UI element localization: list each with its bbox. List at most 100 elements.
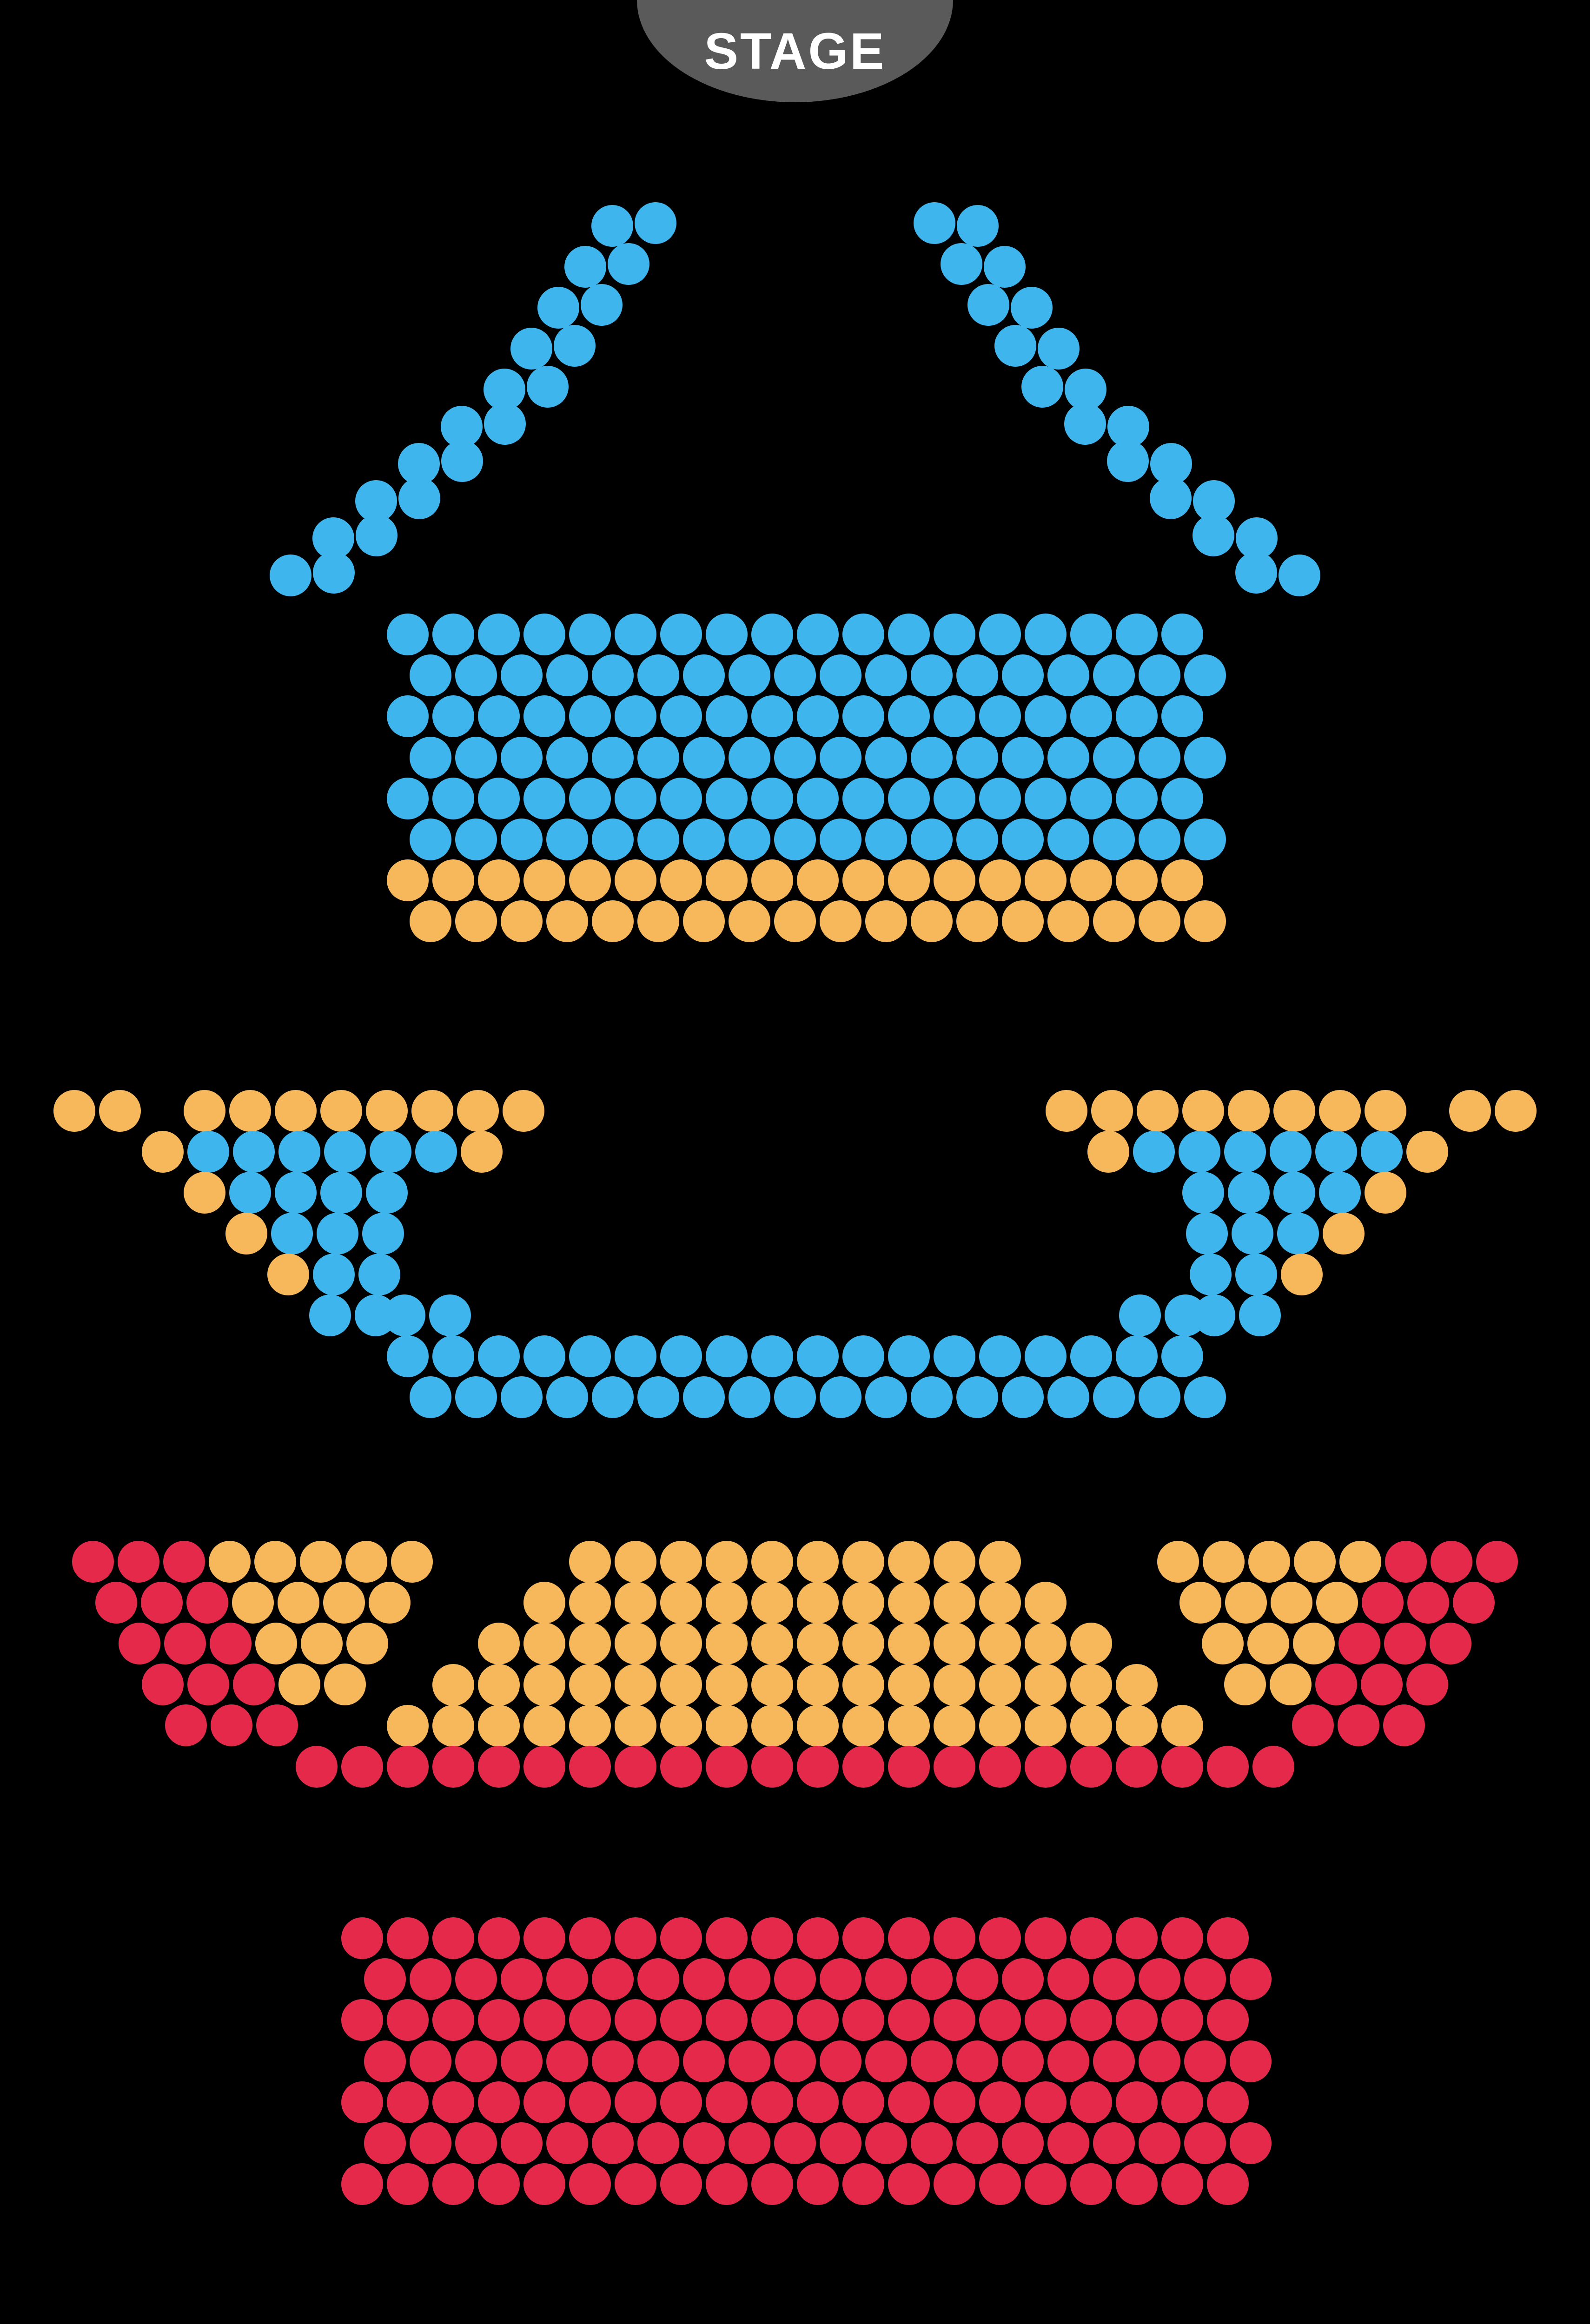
- seat[interactable]: [1002, 819, 1044, 860]
- seat[interactable]: [142, 1131, 184, 1173]
- seat[interactable]: [187, 1664, 229, 1705]
- seat[interactable]: [934, 1746, 975, 1788]
- seat[interactable]: [911, 2040, 953, 2082]
- seat[interactable]: [660, 2163, 702, 2205]
- seat[interactable]: [278, 1131, 320, 1173]
- seat[interactable]: [164, 1623, 206, 1664]
- seat[interactable]: [1203, 1541, 1245, 1583]
- seat[interactable]: [865, 737, 907, 779]
- seat[interactable]: [1365, 1172, 1406, 1214]
- seat[interactable]: [1116, 778, 1158, 819]
- seat[interactable]: [1070, 2163, 1112, 2205]
- seat[interactable]: [232, 1582, 274, 1624]
- seat[interactable]: [888, 1999, 930, 2041]
- seat[interactable]: [99, 1090, 141, 1132]
- seat[interactable]: [455, 2040, 497, 2082]
- seat[interactable]: [501, 737, 543, 779]
- seat[interactable]: [1070, 1705, 1112, 1747]
- seat[interactable]: [774, 654, 816, 696]
- seat[interactable]: [441, 440, 483, 482]
- seat[interactable]: [637, 819, 679, 860]
- seat[interactable]: [523, 1999, 565, 2041]
- seat[interactable]: [842, 1999, 884, 2041]
- seat[interactable]: [660, 695, 702, 737]
- seat[interactable]: [729, 2122, 770, 2164]
- seat[interactable]: [581, 284, 623, 326]
- seat[interactable]: [1116, 2163, 1158, 2205]
- seat[interactable]: [615, 1705, 656, 1747]
- seat[interactable]: [706, 2081, 748, 2123]
- seat[interactable]: [706, 1999, 748, 2041]
- seat[interactable]: [615, 778, 656, 819]
- seat[interactable]: [546, 2122, 588, 2164]
- seat[interactable]: [660, 2081, 702, 2123]
- seat[interactable]: [865, 2040, 907, 2082]
- seat[interactable]: [1228, 1090, 1270, 1132]
- seat[interactable]: [501, 2040, 543, 2082]
- seat[interactable]: [1232, 1213, 1273, 1254]
- seat[interactable]: [1021, 366, 1063, 408]
- seat[interactable]: [225, 1213, 267, 1254]
- seat[interactable]: [1002, 2040, 1044, 2082]
- seat[interactable]: [865, 2122, 907, 2164]
- seat[interactable]: [229, 1172, 271, 1214]
- seat[interactable]: [256, 1704, 298, 1746]
- seat[interactable]: [387, 778, 429, 819]
- seat[interactable]: [569, 778, 611, 819]
- seat[interactable]: [1025, 1917, 1067, 1959]
- seat[interactable]: [683, 1376, 725, 1418]
- seat[interactable]: [391, 1541, 433, 1583]
- seat[interactable]: [1184, 2040, 1226, 2082]
- seat[interactable]: [934, 695, 975, 737]
- seat[interactable]: [842, 1664, 884, 1706]
- seat[interactable]: [729, 1958, 770, 2000]
- seat[interactable]: [797, 778, 839, 819]
- seat[interactable]: [1161, 1705, 1203, 1747]
- seat[interactable]: [1293, 1623, 1335, 1664]
- seat[interactable]: [142, 1664, 184, 1705]
- seat[interactable]: [1225, 1582, 1267, 1624]
- seat[interactable]: [774, 2040, 816, 2082]
- seat[interactable]: [1093, 737, 1135, 779]
- seat[interactable]: [523, 695, 565, 737]
- seat[interactable]: [637, 654, 679, 696]
- seat[interactable]: [1070, 1917, 1112, 1959]
- seat[interactable]: [865, 819, 907, 860]
- seat[interactable]: [275, 1172, 317, 1214]
- seat[interactable]: [1064, 403, 1106, 445]
- seat[interactable]: [301, 1623, 343, 1664]
- seat[interactable]: [1025, 695, 1067, 737]
- seat[interactable]: [683, 737, 725, 779]
- seat[interactable]: [592, 1958, 634, 2000]
- seat[interactable]: [751, 1746, 793, 1788]
- seat[interactable]: [410, 2040, 451, 2082]
- seat[interactable]: [820, 1376, 861, 1418]
- seat[interactable]: [1319, 1172, 1361, 1214]
- seat[interactable]: [341, 1917, 383, 1959]
- seat[interactable]: [501, 1376, 543, 1418]
- seat[interactable]: [1235, 1254, 1277, 1295]
- seat[interactable]: [706, 1541, 748, 1583]
- seat[interactable]: [1184, 900, 1226, 942]
- seat[interactable]: [660, 1746, 702, 1788]
- seat[interactable]: [1279, 555, 1320, 596]
- seat[interactable]: [1025, 1664, 1067, 1706]
- seat[interactable]: [341, 1999, 383, 2041]
- seat[interactable]: [984, 246, 1026, 288]
- seat[interactable]: [1070, 695, 1112, 737]
- seat[interactable]: [432, 1335, 474, 1377]
- seat[interactable]: [888, 2081, 930, 2123]
- seat[interactable]: [1087, 1131, 1129, 1173]
- seat[interactable]: [1179, 1582, 1221, 1624]
- seat[interactable]: [1002, 1958, 1044, 2000]
- seat[interactable]: [1239, 1294, 1281, 1336]
- seat[interactable]: [341, 2081, 383, 2123]
- seat[interactable]: [1025, 614, 1067, 655]
- seat[interactable]: [478, 1335, 520, 1377]
- seat[interactable]: [455, 1958, 497, 2000]
- seat[interactable]: [569, 1582, 611, 1624]
- seat[interactable]: [1116, 1746, 1158, 1788]
- seat[interactable]: [979, 1541, 1021, 1583]
- seat[interactable]: [820, 737, 861, 779]
- seat[interactable]: [364, 2040, 406, 2082]
